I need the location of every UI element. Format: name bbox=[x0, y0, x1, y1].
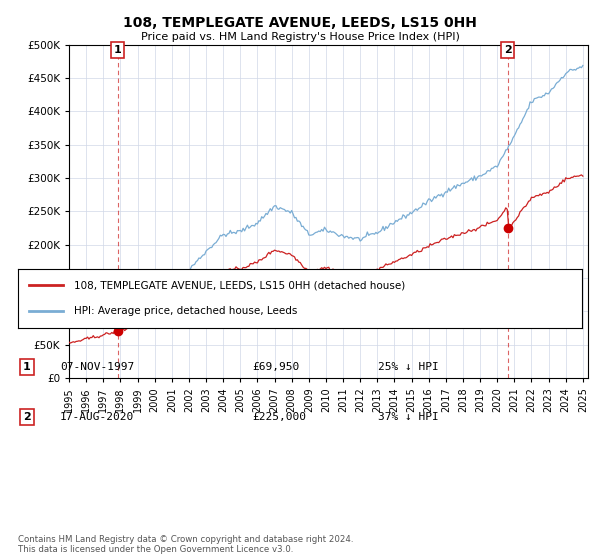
Text: Price paid vs. HM Land Registry's House Price Index (HPI): Price paid vs. HM Land Registry's House … bbox=[140, 32, 460, 43]
Text: 2: 2 bbox=[23, 412, 31, 422]
Text: 17-AUG-2020: 17-AUG-2020 bbox=[60, 412, 134, 422]
Text: 37% ↓ HPI: 37% ↓ HPI bbox=[378, 412, 439, 422]
Text: 108, TEMPLEGATE AVENUE, LEEDS, LS15 0HH: 108, TEMPLEGATE AVENUE, LEEDS, LS15 0HH bbox=[123, 16, 477, 30]
Text: 07-NOV-1997: 07-NOV-1997 bbox=[60, 362, 134, 372]
Text: 1: 1 bbox=[23, 362, 31, 372]
Text: 1: 1 bbox=[114, 45, 122, 55]
Text: £225,000: £225,000 bbox=[252, 412, 306, 422]
Text: 108, TEMPLEGATE AVENUE, LEEDS, LS15 0HH (detached house): 108, TEMPLEGATE AVENUE, LEEDS, LS15 0HH … bbox=[74, 280, 406, 290]
Text: £69,950: £69,950 bbox=[252, 362, 299, 372]
Text: 25% ↓ HPI: 25% ↓ HPI bbox=[378, 362, 439, 372]
Text: Contains HM Land Registry data © Crown copyright and database right 2024.
This d: Contains HM Land Registry data © Crown c… bbox=[18, 535, 353, 554]
Text: 2: 2 bbox=[504, 45, 512, 55]
Text: HPI: Average price, detached house, Leeds: HPI: Average price, detached house, Leed… bbox=[74, 306, 298, 316]
